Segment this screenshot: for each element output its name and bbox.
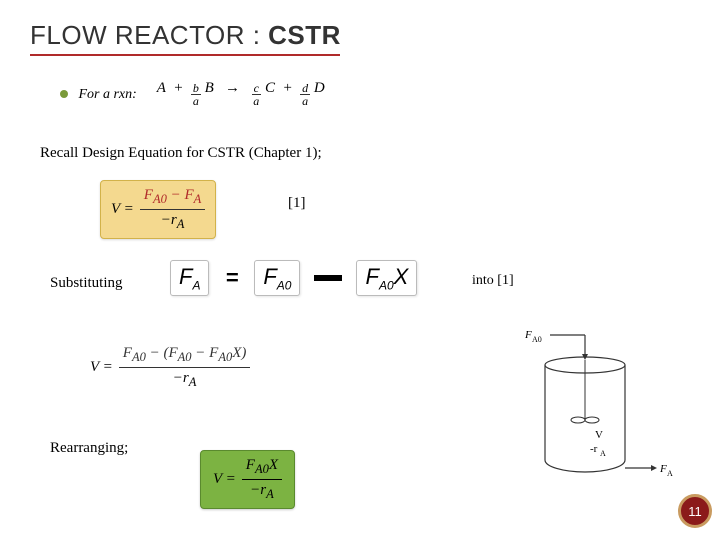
eq2-fraction: FA0 − (FA0 − FA0X) −rA <box>119 345 251 390</box>
final-equation-box: V = FA0X −rA <box>200 450 295 509</box>
term-fa0x: FA0X <box>356 260 417 296</box>
eq2-denominator: −rA <box>169 368 201 390</box>
arrow-icon: → <box>225 80 240 96</box>
page-title: FLOW REACTOR : CSTR <box>30 20 341 51</box>
rxn-lhs: A <box>157 80 166 96</box>
eq3-numerator: FA0X <box>242 457 282 480</box>
page-number-badge: 11 <box>678 494 712 528</box>
title-underline <box>30 54 340 56</box>
svg-text:A: A <box>667 469 673 478</box>
title-bold: CSTR <box>268 20 341 50</box>
eq1-fraction: FA0 − FA −rA <box>140 187 206 232</box>
eq1-denominator: −rA <box>157 210 189 232</box>
into-label: into [1] <box>472 273 514 289</box>
eq1-reference: [1] <box>288 195 306 212</box>
bullet-icon <box>60 90 68 98</box>
eq1-numerator: FA0 − FA <box>140 187 206 210</box>
cstr-diagram: F A0 V -r A F A <box>500 320 690 510</box>
eq3-fraction: FA0X −rA <box>242 457 282 502</box>
substituting-label: Substituting <box>50 275 123 292</box>
rxn-coef-c: ca <box>251 82 261 107</box>
outflow-label: F <box>659 463 667 475</box>
rxn-coef-d: da <box>300 82 310 107</box>
eq2-numerator: FA0 − (FA0 − FA0X) <box>119 345 251 368</box>
substituting-equation: FA = FA0 FA0X <box>170 260 417 296</box>
eq3-denominator: −rA <box>246 480 278 502</box>
recall-text: Recall Design Equation for CSTR (Chapter… <box>40 145 322 162</box>
vessel-label-ra: -r <box>590 443 598 455</box>
rxn-coef-b: ba <box>191 82 201 107</box>
rxn-label: For a rxn: <box>78 87 136 102</box>
eq3-lhs: V = <box>213 471 236 488</box>
term-fa0: FA0 <box>254 260 300 296</box>
rearranging-label: Rearranging; <box>50 440 128 457</box>
title-plain: FLOW REACTOR : <box>30 20 268 50</box>
design-equation-box: V = FA0 − FA −rA <box>100 180 216 239</box>
page-number: 11 <box>688 504 702 519</box>
minus-sign <box>314 275 342 281</box>
inflow-label: F <box>524 329 532 341</box>
equals-sign: = <box>223 265 240 291</box>
rxn-label-wrap: For a rxn: <box>60 85 137 103</box>
eq2-lhs: V = <box>90 359 113 376</box>
reaction-line: For a rxn: A + ba B → ca C + da D <box>60 80 325 107</box>
vessel-label-v: V <box>595 429 603 441</box>
substituted-equation: V = FA0 − (FA0 − FA0X) −rA <box>90 345 250 390</box>
term-fa: FA <box>170 260 209 296</box>
svg-text:A0: A0 <box>532 335 542 344</box>
eq1-lhs: V = <box>111 201 134 218</box>
svg-text:A: A <box>600 449 606 458</box>
rxn-equation: A + ba B → ca C + da D <box>157 80 325 107</box>
